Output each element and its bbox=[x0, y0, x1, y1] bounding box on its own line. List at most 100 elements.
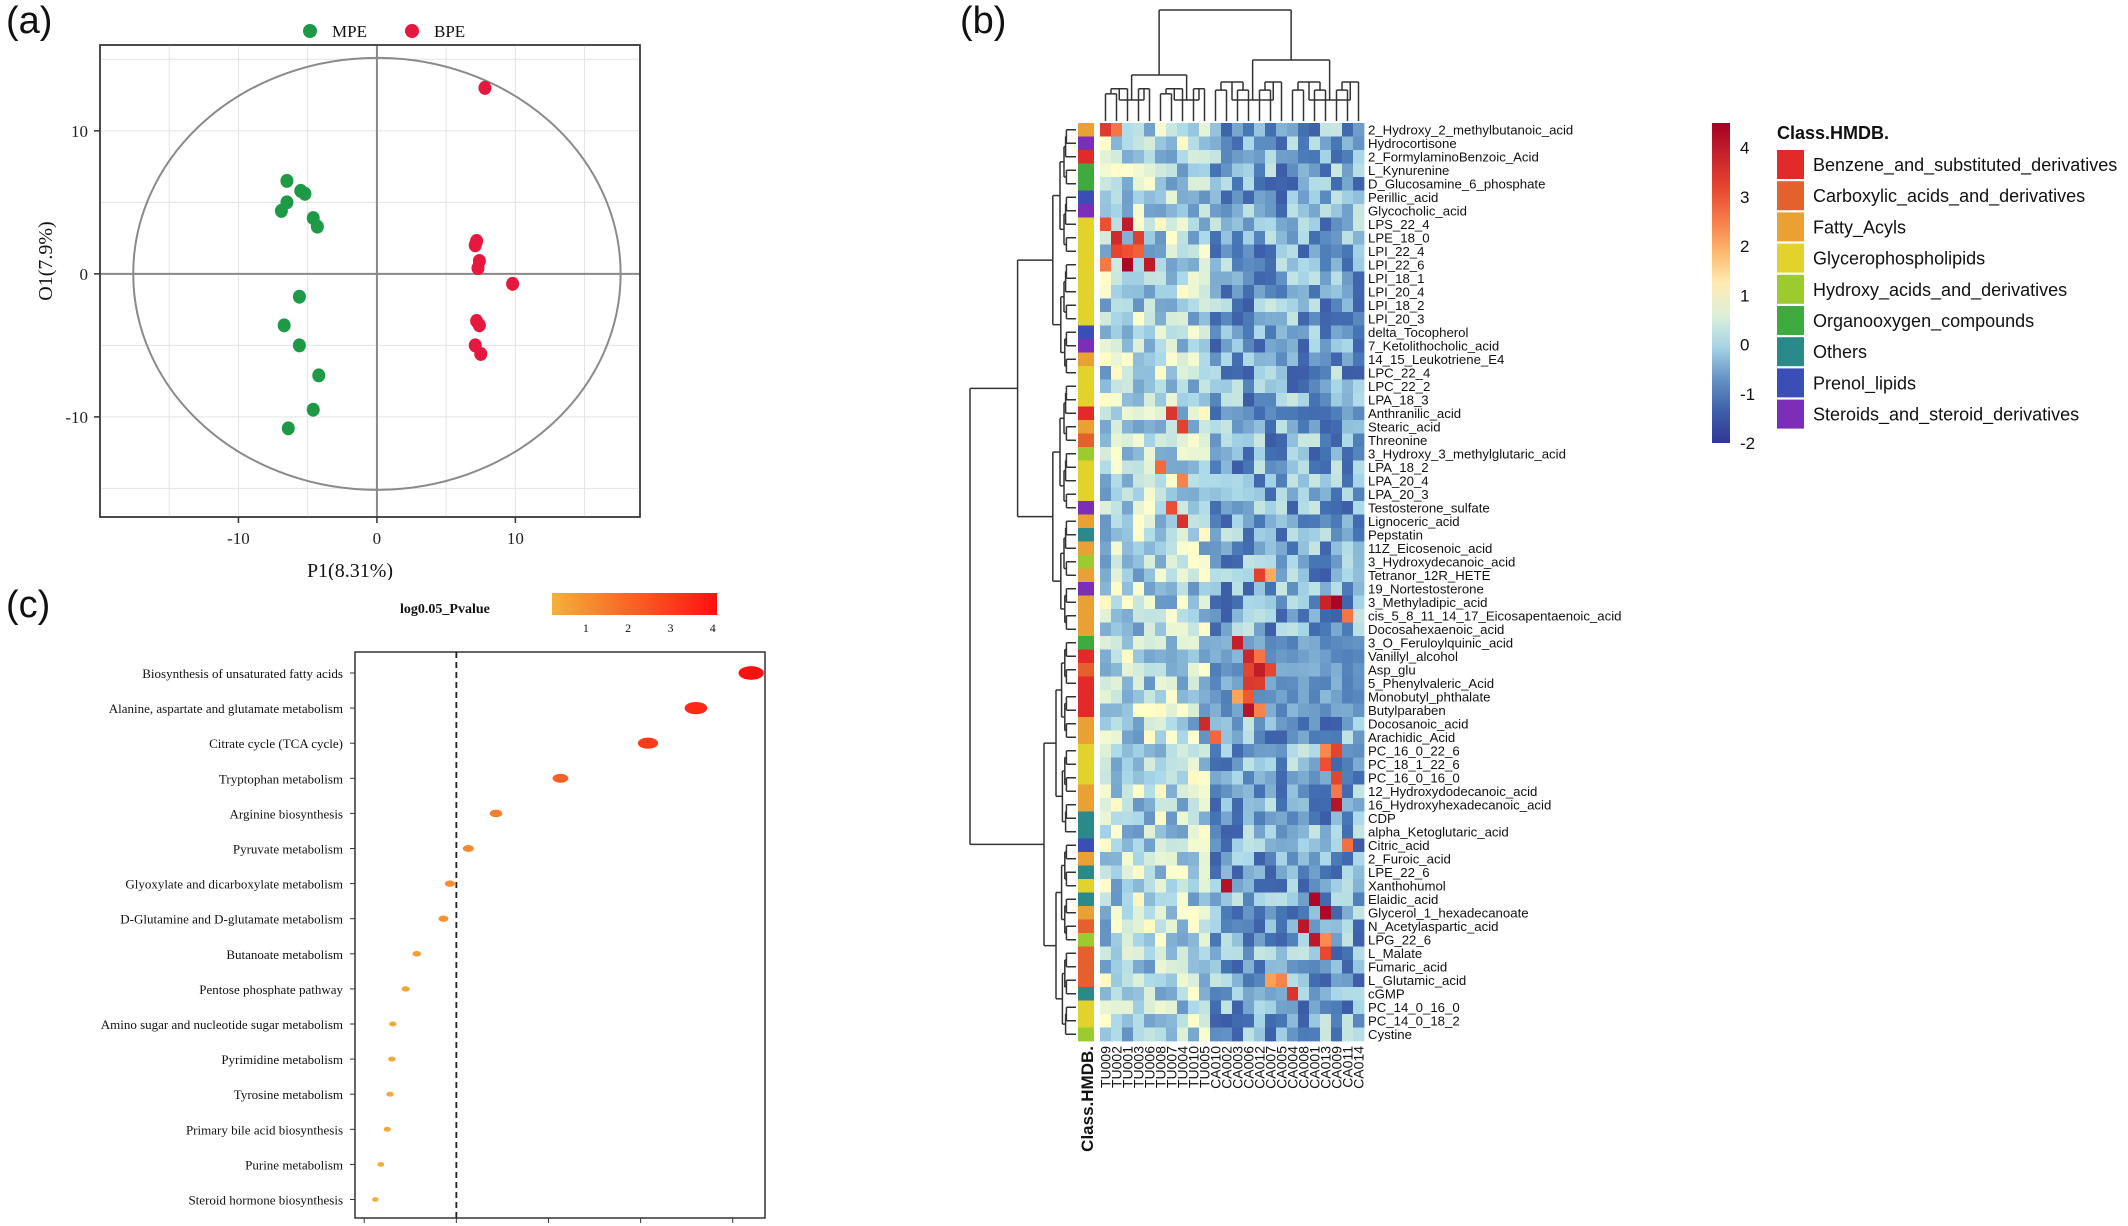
heatmap-cell bbox=[1243, 663, 1255, 677]
heatmap-cell bbox=[1276, 501, 1288, 515]
heatmap-cell bbox=[1353, 123, 1365, 137]
heatmap-cell bbox=[1342, 190, 1354, 205]
heatmap-cell bbox=[1188, 622, 1200, 637]
point-mpe bbox=[306, 402, 320, 417]
heatmap-cell bbox=[1188, 204, 1200, 218]
heatmap-cell bbox=[1177, 501, 1189, 515]
heatmap-cell bbox=[1309, 919, 1321, 934]
heatmap-cell bbox=[1111, 420, 1123, 434]
heatmap-cell bbox=[1342, 460, 1354, 475]
heatmap-cell bbox=[1144, 771, 1156, 785]
heatmap-cell bbox=[1342, 1027, 1354, 1042]
heatmap-cell bbox=[1353, 312, 1365, 326]
heatmap-cell bbox=[1320, 312, 1332, 326]
heatmap-cell bbox=[1221, 393, 1233, 407]
heatmap-cell bbox=[1353, 946, 1365, 961]
heatmap-cell bbox=[1188, 609, 1200, 623]
heatmap-cell bbox=[1254, 325, 1266, 340]
heatmap-cell bbox=[1243, 757, 1255, 772]
heatmap-cell bbox=[1243, 501, 1255, 515]
heatmap-cell bbox=[1188, 960, 1200, 974]
row-class-annotation bbox=[1078, 177, 1094, 191]
heatmap-cell bbox=[1122, 892, 1134, 907]
heatmap-cell bbox=[1122, 420, 1134, 434]
heatmap-cell bbox=[1100, 649, 1112, 664]
row-label: Arachidic_Acid bbox=[1368, 730, 1455, 745]
heatmap-cell bbox=[1210, 514, 1222, 529]
heatmap-cell bbox=[1133, 204, 1145, 218]
class-legend-label: Carboxylic_acids_and_derivatives bbox=[1813, 186, 2085, 207]
heatmap-cell bbox=[1111, 231, 1123, 245]
row-class-annotation bbox=[1078, 636, 1094, 650]
heatmap-cell bbox=[1287, 663, 1299, 677]
heatmap-cell bbox=[1298, 676, 1310, 691]
heatmap-cell bbox=[1155, 312, 1167, 326]
legend-marker-bpe bbox=[405, 24, 419, 38]
heatmap-cell bbox=[1221, 339, 1233, 353]
heatmap-cell bbox=[1232, 298, 1244, 313]
heatmap-cell bbox=[1188, 528, 1200, 542]
panel-label-b: (b) bbox=[960, 0, 1007, 42]
row-class-annotation bbox=[1078, 582, 1094, 596]
heatmap-cell bbox=[1232, 987, 1244, 1001]
heatmap-cell bbox=[1155, 217, 1167, 232]
heatmap-cell bbox=[1144, 784, 1156, 799]
heatmap-cell bbox=[1166, 136, 1178, 151]
heatmap-cell bbox=[1353, 609, 1365, 623]
heatmap-cell bbox=[1331, 960, 1343, 974]
heatmap-cell bbox=[1122, 204, 1134, 218]
heatmap-cell bbox=[1133, 474, 1145, 488]
heatmap-cell bbox=[1232, 798, 1244, 812]
x-tick-label: 0 bbox=[361, 1224, 368, 1226]
heatmap-cell bbox=[1122, 447, 1134, 461]
heatmap-cell bbox=[1166, 852, 1178, 866]
heatmap-cell bbox=[1155, 298, 1167, 313]
heatmap-cell bbox=[1243, 636, 1255, 650]
heatmap-cell bbox=[1155, 258, 1167, 272]
heatmap-cell bbox=[1265, 190, 1277, 205]
heatmap-cell bbox=[1177, 528, 1189, 542]
row-label: PC_14_0_16_0 bbox=[1368, 1000, 1460, 1015]
heatmap-cell bbox=[1210, 811, 1222, 826]
heatmap-cell bbox=[1353, 298, 1365, 313]
heatmap-cell bbox=[1133, 690, 1145, 704]
heatmap-cell bbox=[1111, 325, 1123, 340]
heatmap-cell bbox=[1309, 757, 1321, 772]
heatmap-cell bbox=[1122, 312, 1134, 326]
heatmap-cell bbox=[1111, 609, 1123, 623]
heatmap-cell bbox=[1166, 703, 1178, 718]
heatmap-cell bbox=[1287, 352, 1299, 367]
column-label: CA001 bbox=[1307, 1046, 1323, 1089]
pathway-point bbox=[462, 845, 474, 852]
row-label: D_Glucosamine_6_phosphate bbox=[1368, 176, 1545, 191]
heatmap-cell bbox=[1199, 825, 1211, 839]
pathway-point bbox=[684, 701, 708, 715]
heatmap-cell bbox=[1100, 622, 1112, 637]
heatmap-cell bbox=[1100, 474, 1112, 488]
heatmap-cell bbox=[1342, 865, 1354, 880]
heatmap-cell bbox=[1199, 703, 1211, 718]
heatmap-cell bbox=[1265, 730, 1277, 745]
heatmap-cell bbox=[1111, 447, 1123, 461]
heatmap-cell bbox=[1309, 730, 1321, 745]
heatmap-cell bbox=[1144, 1027, 1156, 1042]
heatmap-cell bbox=[1166, 177, 1178, 191]
heatmap-cell bbox=[1111, 339, 1123, 353]
heatmap-cell bbox=[1243, 595, 1255, 610]
heatmap-cell bbox=[1199, 690, 1211, 704]
heatmap-cell bbox=[1320, 1014, 1332, 1028]
heatmap-cell bbox=[1144, 447, 1156, 461]
heatmap-cell bbox=[1309, 960, 1321, 974]
heatmap-cell bbox=[1287, 433, 1299, 448]
heatmap-cell bbox=[1199, 892, 1211, 907]
heatmap-cell bbox=[1100, 393, 1112, 407]
heatmap-cell bbox=[1100, 150, 1112, 164]
heatmap-cell bbox=[1221, 784, 1233, 799]
heatmap-cell bbox=[1265, 474, 1277, 488]
heatmap-cell bbox=[1188, 474, 1200, 488]
heatmap-cell bbox=[1210, 757, 1222, 772]
legend-tick-label: 4 bbox=[710, 621, 716, 635]
heatmap-cell bbox=[1177, 204, 1189, 218]
heatmap-cell bbox=[1111, 811, 1123, 826]
heatmap-cell bbox=[1100, 258, 1112, 272]
